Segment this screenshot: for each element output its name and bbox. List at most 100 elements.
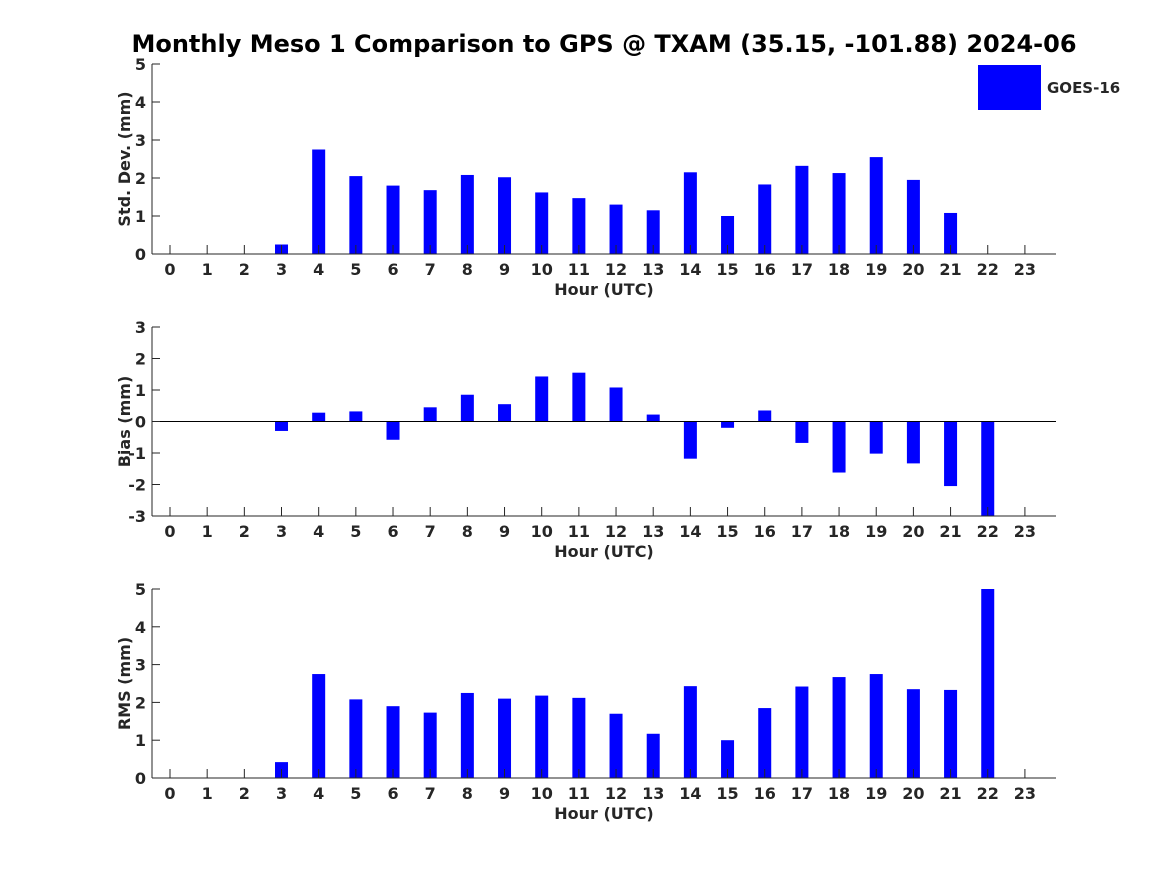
bar-bias-hour-14 (683, 421, 697, 459)
y-tick-label-bias-2: 2 (135, 350, 146, 369)
y-tick-label-std-2: 2 (135, 169, 146, 188)
x-tick-label-bias-19: 19 (865, 522, 887, 541)
x-tick-label-bias-9: 9 (499, 522, 510, 541)
legend-label: GOES-16 (1047, 79, 1120, 97)
x-tick-label-bias-13: 13 (642, 522, 664, 541)
x-tick-label-std-19: 19 (865, 260, 887, 279)
bar-bias-hour-4 (312, 412, 326, 422)
x-tick-label-std-9: 9 (499, 260, 510, 279)
x-tick-label-bias-23: 23 (1014, 522, 1036, 541)
x-tick-label-rms-22: 22 (977, 784, 999, 803)
bar-std-hour-6 (386, 185, 400, 254)
x-tick-label-bias-20: 20 (902, 522, 924, 541)
bar-std-hour-21 (944, 212, 958, 254)
x-tick-label-bias-18: 18 (828, 522, 850, 541)
x-tick-label-bias-12: 12 (605, 522, 627, 541)
x-tick-label-bias-14: 14 (679, 522, 701, 541)
bar-rms-hour-9 (498, 698, 512, 778)
y-tick-label-rms-5: 5 (135, 580, 146, 599)
x-tick-label-rms-8: 8 (462, 784, 473, 803)
x-tick-label-rms-0: 0 (164, 784, 175, 803)
y-tick-label-rms-3: 3 (135, 656, 146, 675)
bar-bias-hour-11 (572, 372, 586, 422)
chart-title: Monthly Meso 1 Comparison to GPS @ TXAM … (131, 30, 1076, 58)
bar-bias-hour-6 (386, 421, 400, 440)
y-tick-label-bias--3: -3 (128, 507, 146, 526)
bar-rms-hour-15 (721, 740, 735, 778)
y-tick-label-std-0: 0 (135, 245, 146, 264)
bar-std-hour-13 (646, 210, 660, 254)
bar-std-hour-8 (460, 174, 474, 254)
y-axis-label-rms: RMS (mm) (115, 637, 134, 730)
bar-rms-hour-6 (386, 706, 400, 778)
bar-rms-hour-21 (944, 689, 958, 778)
x-axis-label-bias: Hour (UTC) (554, 542, 654, 561)
x-tick-label-bias-16: 16 (754, 522, 776, 541)
bar-std-hour-10 (535, 192, 549, 254)
x-tick-label-bias-2: 2 (239, 522, 250, 541)
x-tick-label-std-22: 22 (977, 260, 999, 279)
x-tick-label-bias-3: 3 (276, 522, 287, 541)
bar-rms-hour-18 (832, 677, 846, 778)
bar-std-hour-14 (683, 172, 697, 254)
y-tick-label-bias--1: -1 (128, 444, 146, 463)
x-tick-label-rms-13: 13 (642, 784, 664, 803)
bar-rms-hour-7 (423, 712, 437, 778)
y-tick-label-rms-1: 1 (135, 731, 146, 750)
bar-std-hour-19 (869, 157, 883, 254)
x-tick-label-bias-6: 6 (387, 522, 398, 541)
x-tick-label-rms-19: 19 (865, 784, 887, 803)
bar-bias-hour-8 (460, 394, 474, 422)
bar-bias-hour-12 (609, 387, 623, 422)
x-tick-label-std-6: 6 (387, 260, 398, 279)
x-tick-label-std-4: 4 (313, 260, 324, 279)
x-tick-label-bias-7: 7 (425, 522, 436, 541)
bar-rms-hour-17 (795, 686, 809, 778)
bar-rms-hour-10 (535, 695, 549, 778)
bar-bias-hour-18 (832, 421, 846, 473)
legend-swatch (978, 65, 1041, 110)
bar-rms-hour-22 (981, 589, 995, 778)
bar-bias-hour-9 (498, 404, 512, 422)
y-tick-label-rms-4: 4 (135, 618, 146, 637)
x-tick-label-std-1: 1 (202, 260, 213, 279)
x-tick-label-rms-6: 6 (387, 784, 398, 803)
y-tick-label-std-5: 5 (135, 55, 146, 74)
bar-std-hour-15 (721, 216, 735, 254)
x-tick-label-bias-5: 5 (350, 522, 361, 541)
bar-std-hour-16 (758, 184, 772, 254)
x-tick-label-std-0: 0 (164, 260, 175, 279)
x-tick-label-rms-7: 7 (425, 784, 436, 803)
x-tick-label-bias-0: 0 (164, 522, 175, 541)
bar-rms-hour-16 (758, 708, 772, 778)
x-tick-label-std-23: 23 (1014, 260, 1036, 279)
y-tick-label-rms-2: 2 (135, 693, 146, 712)
x-tick-label-bias-1: 1 (202, 522, 213, 541)
y-tick-label-bias--2: -2 (128, 476, 146, 495)
x-tick-label-std-5: 5 (350, 260, 361, 279)
bar-bias-hour-17 (795, 421, 809, 443)
bar-bias-hour-7 (423, 407, 437, 422)
x-tick-label-bias-17: 17 (791, 522, 813, 541)
y-tick-label-bias-1: 1 (135, 381, 146, 400)
x-tick-label-rms-11: 11 (568, 784, 590, 803)
x-tick-label-std-2: 2 (239, 260, 250, 279)
x-tick-label-rms-4: 4 (313, 784, 324, 803)
x-tick-label-std-7: 7 (425, 260, 436, 279)
bar-rms-hour-14 (683, 686, 697, 778)
bar-std-hour-11 (572, 198, 586, 254)
bar-bias-hour-21 (944, 421, 958, 487)
x-tick-label-bias-10: 10 (531, 522, 553, 541)
y-axis-label-bias: Bias (mm) (115, 376, 134, 468)
x-tick-label-rms-16: 16 (754, 784, 776, 803)
x-tick-label-bias-15: 15 (716, 522, 738, 541)
x-tick-label-rms-15: 15 (716, 784, 738, 803)
x-tick-label-rms-10: 10 (531, 784, 553, 803)
x-axis-label-rms: Hour (UTC) (554, 804, 654, 823)
x-tick-label-rms-18: 18 (828, 784, 850, 803)
x-tick-label-std-18: 18 (828, 260, 850, 279)
